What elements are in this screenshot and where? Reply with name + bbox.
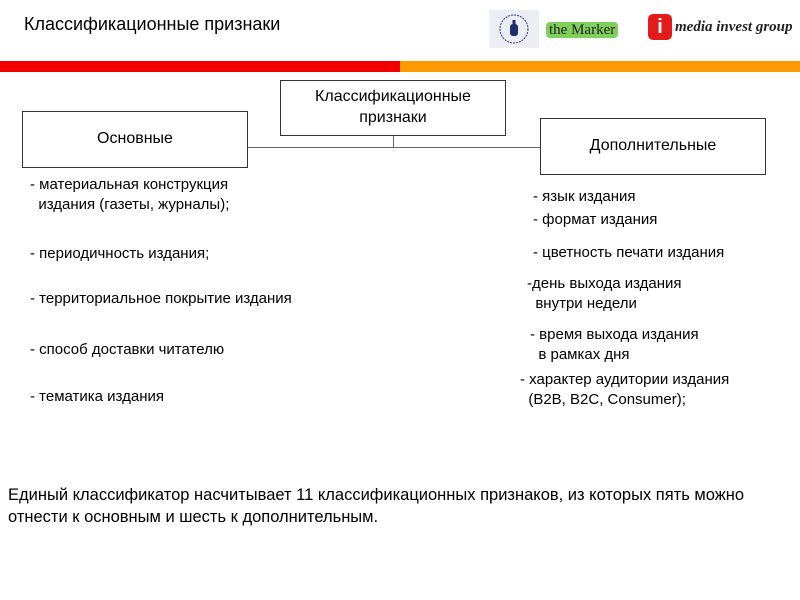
main-item: - способ доставки читателю bbox=[30, 341, 225, 358]
additional-item: - цветность печати издания bbox=[533, 244, 725, 261]
main-item: - территориальное покрытие издания bbox=[30, 290, 292, 307]
main-item: - материальная конструкция издания (газе… bbox=[30, 176, 230, 213]
header-bar-orange bbox=[400, 61, 800, 72]
root-box: Классификационные признаки bbox=[280, 80, 506, 136]
additional-box: Дополнительные bbox=[540, 118, 766, 175]
media-invest-group-logo: i media invest group bbox=[648, 14, 793, 40]
main-item: - периодичность издания; bbox=[30, 245, 210, 262]
connector-vertical bbox=[393, 135, 394, 148]
page-title: Классификационные признаки bbox=[24, 14, 281, 34]
summary-note: Единый классификатор насчитывает 11 клас… bbox=[8, 486, 745, 526]
additional-item: - язык издания bbox=[533, 188, 636, 205]
emblem-logo bbox=[489, 10, 539, 48]
additional-item: - формат издания bbox=[533, 211, 658, 228]
additional-item: - характер аудитории издания (B2B, B2C, … bbox=[520, 371, 730, 408]
main-box: Основные bbox=[22, 111, 248, 168]
additional-item: - время выхода издания в рамках дня bbox=[530, 326, 699, 363]
main-item: - тематика издания bbox=[30, 388, 164, 405]
header-bar-red bbox=[0, 61, 400, 72]
additional-item: -день выхода издания внутри недели bbox=[527, 275, 682, 312]
the-marker-logo: the Marker bbox=[546, 22, 619, 39]
